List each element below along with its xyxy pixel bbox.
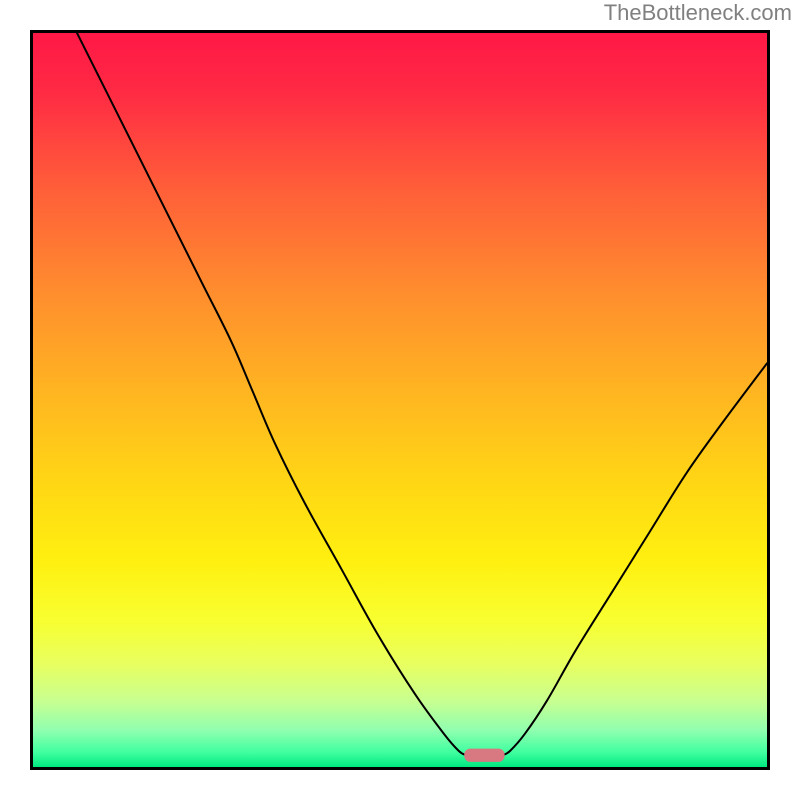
watermark-text: TheBottleneck.com [604, 0, 792, 26]
plot-area [33, 33, 767, 767]
chart-frame [30, 30, 770, 770]
gradient-background [33, 33, 767, 767]
optimal-marker [464, 749, 504, 762]
chart-svg [33, 33, 767, 767]
